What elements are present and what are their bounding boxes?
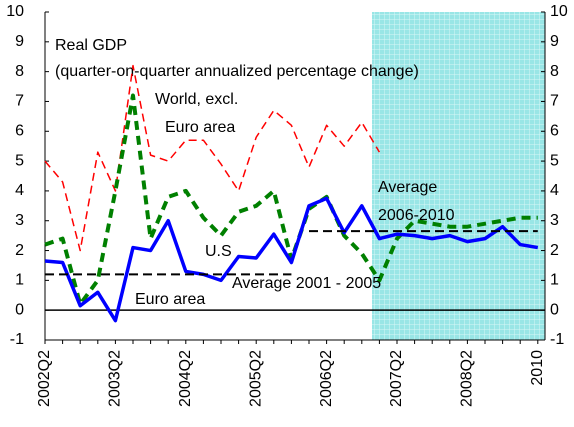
series-line — [44, 64, 381, 252]
series-label: Average — [378, 179, 437, 196]
x-tick-label: 2008Q2 — [459, 350, 476, 407]
x-tick-label: 2002Q2 — [36, 350, 53, 407]
y2-tick-label: 2 — [550, 242, 559, 259]
x-tick-label: 2005Q2 — [247, 350, 264, 407]
y-tick-label: 1 — [15, 272, 24, 289]
series-label: World, excl. — [155, 91, 238, 108]
y2-tick-label: 4 — [550, 182, 559, 199]
y2-tick-label: 8 — [550, 63, 559, 80]
y-tick-label: 2 — [15, 242, 24, 259]
x-tick-label: 2004Q2 — [177, 350, 194, 407]
series-label: Euro area — [165, 119, 235, 136]
chart-title: Real GDP — [55, 37, 127, 54]
y2-tick-label: 1 — [550, 272, 559, 289]
y-tick-label: 9 — [15, 33, 24, 50]
y-tick-label: 3 — [15, 212, 24, 229]
y2-tick-label: 3 — [550, 212, 559, 229]
y-tick-label: 8 — [15, 63, 24, 80]
series-label: Average 2001 - 2005 — [232, 275, 381, 292]
chart-subtitle: (quarter-on-quarter annualized percentag… — [55, 63, 419, 80]
series-line — [44, 196, 539, 323]
y2-tick-label: -1 — [550, 331, 564, 348]
y2-tick-label: 6 — [550, 122, 559, 139]
x-tick-label: 2010 — [529, 350, 546, 386]
y-tick-label: -1 — [10, 331, 24, 348]
y2-tick-label: 0 — [550, 301, 559, 318]
series-label: U.S — [205, 243, 232, 260]
y2-tick-label: 7 — [550, 93, 559, 110]
y-tick-label: 5 — [15, 152, 24, 169]
y2-tick-label: 5 — [550, 152, 559, 169]
y-tick-label: 6 — [15, 122, 24, 139]
y-tick-label: 0 — [15, 301, 24, 318]
series-label: 2006-2010 — [378, 207, 455, 224]
y-tick-label: 4 — [15, 182, 24, 199]
forecast-shading — [372, 12, 545, 340]
series-label: Euro area — [135, 291, 205, 308]
y2-tick-label: 9 — [550, 33, 559, 50]
x-tick-label: 2006Q2 — [318, 350, 335, 407]
x-tick-label: 2003Q2 — [107, 350, 124, 407]
x-tick-label: 2007Q2 — [388, 350, 405, 407]
y-tick-label: 7 — [15, 93, 24, 110]
y2-tick-label: 10 — [550, 3, 568, 20]
y-tick-label: 10 — [6, 3, 24, 20]
